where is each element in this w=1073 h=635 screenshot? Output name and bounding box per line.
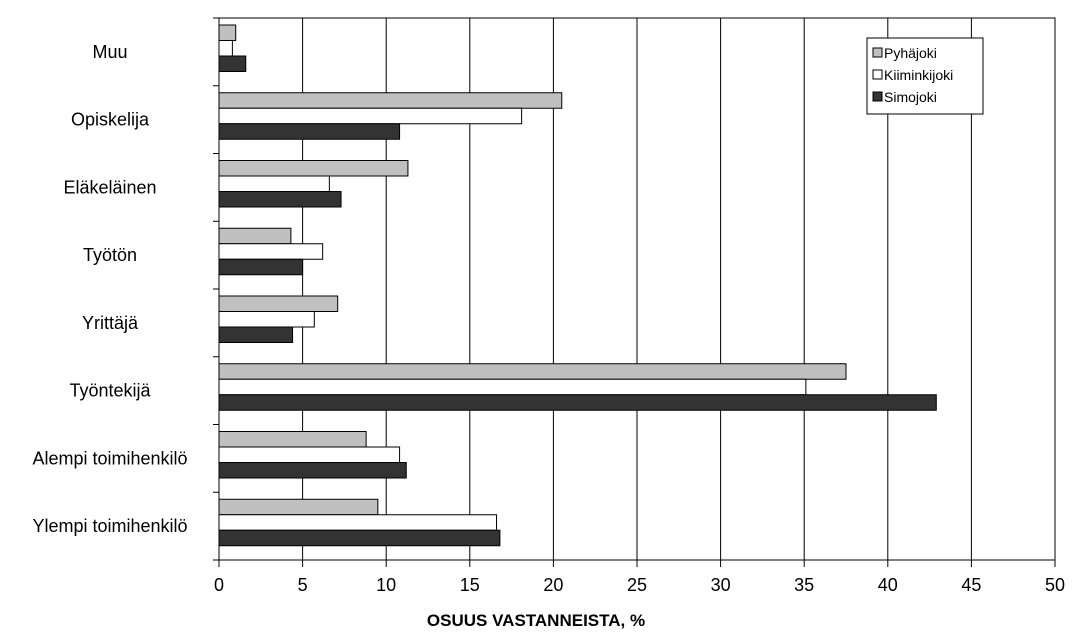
legend-box — [866, 37, 984, 115]
category-label: Yrittäjä — [82, 313, 139, 333]
x-axis-title: OSUUS VASTANNEISTA, % — [427, 611, 645, 630]
legend: Pyhäjoki Kiiminkijoki Simojoki — [866, 37, 984, 115]
bar-pyhäjoki-2 — [218, 160, 409, 177]
bar-kiiminkijoki-3 — [218, 243, 324, 260]
axes — [213, 17, 1056, 567]
bar-simojoki-5 — [218, 394, 937, 411]
category-label: Työntekijä — [69, 381, 151, 401]
bar-kiiminkijoki-4 — [218, 311, 315, 328]
bar-pyhäjoki-3 — [218, 227, 292, 245]
bar-pyhäjoki-7 — [218, 498, 379, 516]
bar-kiiminkijoki-0 — [218, 40, 233, 57]
bar-kiiminkijoki-2 — [218, 175, 330, 192]
category-label: Työtön — [83, 245, 137, 265]
category-label: Alempi toimihenkilö — [32, 448, 187, 468]
legend-label: Pyhäjoki — [884, 45, 937, 61]
legend-label: Kiiminkijoki — [884, 67, 953, 83]
bar-kiiminkijoki-1 — [218, 107, 523, 125]
legend-swatch-kiiminkijoki — [872, 69, 883, 80]
bar-kiiminkijoki-6 — [218, 446, 401, 463]
bar-pyhäjoki-1 — [218, 92, 563, 109]
x-tick-label: 25 — [627, 575, 647, 595]
legend-label: Simojoki — [884, 89, 937, 105]
x-tick-label: 50 — [1045, 575, 1065, 595]
bar-simojoki-0 — [218, 55, 247, 72]
x-tick-label: 10 — [376, 575, 396, 595]
x-tick-label: 35 — [794, 575, 814, 595]
bar-pyhäjoki-5 — [218, 363, 847, 380]
legend-swatch-simojoki — [872, 91, 883, 102]
x-tick-label: 30 — [711, 575, 731, 595]
category-label: Muu — [92, 42, 127, 62]
bars — [218, 24, 937, 547]
x-tick-label: 15 — [460, 575, 480, 595]
bar-simojoki-1 — [218, 123, 401, 140]
bar-pyhäjoki-4 — [218, 295, 339, 312]
category-label: Ylempi toimihenkilö — [32, 516, 187, 536]
x-tick-labels: 0 5 10 15 20 25 30 35 40 45 50 — [214, 575, 1065, 595]
x-tick-label: 5 — [298, 575, 308, 595]
x-tick-label: 20 — [543, 575, 563, 595]
x-tick-label: 0 — [214, 575, 224, 595]
bar-simojoki-3 — [218, 258, 304, 276]
category-label: Eläkeläinen — [63, 177, 156, 197]
bar-simojoki-7 — [218, 529, 501, 547]
x-tick-label: 45 — [961, 575, 981, 595]
category-label: Opiskelija — [71, 110, 150, 130]
bar-kiiminkijoki-5 — [218, 378, 807, 396]
bar-pyhäjoki-6 — [218, 431, 367, 448]
legend-swatch-pyhäjoki — [872, 47, 883, 58]
bar-pyhäjoki-0 — [218, 24, 237, 41]
bar-simojoki-6 — [218, 462, 407, 479]
bar-kiiminkijoki-7 — [218, 514, 498, 531]
bar-simojoki-2 — [218, 191, 342, 208]
category-labels: Muu Opiskelija Eläkeläinen Työtön Yrittäjä Ty… — [32, 42, 187, 536]
bar-simojoki-4 — [218, 326, 294, 343]
x-tick-label: 40 — [878, 575, 898, 595]
